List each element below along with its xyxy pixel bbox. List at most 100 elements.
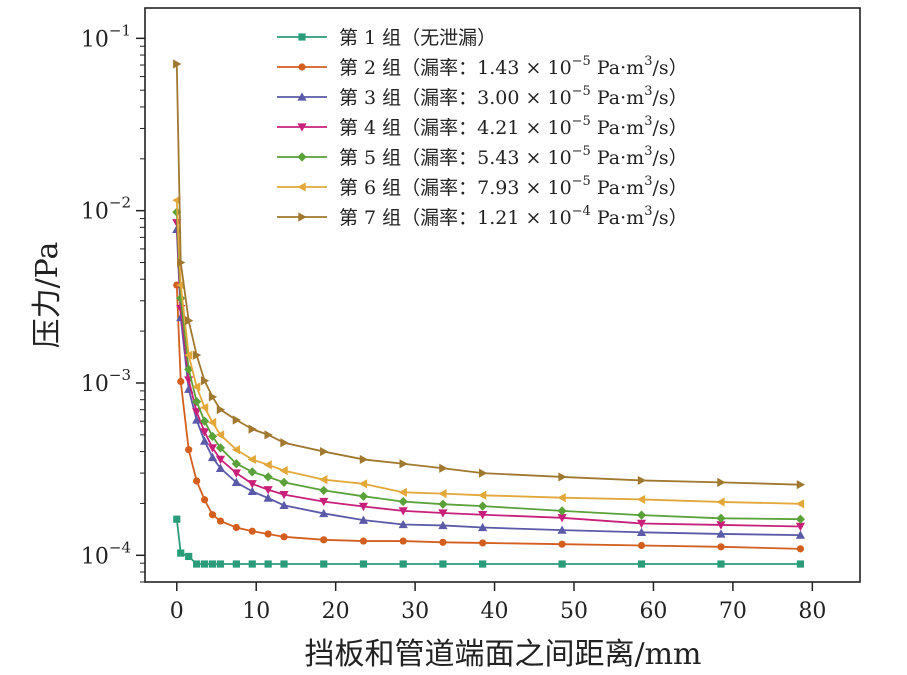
data-point-s1-8 [248, 560, 256, 568]
data-point-s2-5 [208, 511, 217, 519]
data-point-s7-7 [232, 415, 241, 425]
legend-marker-1 [298, 33, 306, 41]
data-point-s1-0 [173, 515, 181, 523]
data-point-s7-18 [717, 477, 726, 487]
data-point-s5-10 [279, 477, 289, 487]
legend-item-5: 第 5 组（漏率：5.43 × 10−5 Pa·m3/s） [277, 144, 688, 169]
legend-marker-4 [297, 123, 307, 132]
legend-label-4: 第 4 组（漏率：4.21 × 10−5 Pa·m3/s） [339, 114, 688, 139]
data-point-s6-3 [192, 382, 201, 392]
data-point-s5-13 [398, 496, 408, 507]
legend-item-2: 第 2 组（漏率：1.43 × 10−5 Pa·m3/s） [277, 54, 688, 79]
data-point-s2-9 [264, 530, 272, 538]
plot-frame [144, 7, 861, 583]
data-point-s6-8 [247, 454, 256, 465]
series-4 [172, 219, 806, 532]
data-point-s7-16 [558, 472, 567, 482]
data-point-s2-14 [439, 538, 447, 546]
data-point-s7-8 [248, 424, 257, 434]
data-point-s6-15 [478, 490, 487, 500]
data-point-s3-13 [398, 519, 408, 529]
data-point-s1-12 [359, 560, 368, 568]
data-point-s3-17 [636, 527, 647, 536]
data-point-s4-13 [398, 507, 408, 516]
data-point-s1-9 [264, 560, 272, 568]
data-point-s6-18 [716, 497, 725, 507]
data-point-s2-11 [320, 536, 328, 544]
data-point-s1-3 [193, 560, 201, 568]
legend-label-7: 第 7 组（漏率：1.21 × 10−4 Pa·m3/s） [339, 204, 688, 229]
data-point-s2-13 [399, 537, 407, 545]
data-point-s2-1 [177, 377, 185, 386]
data-point-s5-3 [192, 396, 202, 407]
data-point-s4-18 [716, 521, 726, 530]
data-point-s6-2 [184, 350, 193, 360]
data-point-s2-7 [232, 523, 240, 532]
data-point-s5-19 [795, 514, 806, 524]
legend-marker-7 [298, 212, 307, 222]
data-point-s1-6 [216, 560, 225, 568]
data-point-s3-16 [557, 525, 567, 534]
series-6 [172, 195, 805, 509]
data-point-s4-16 [557, 514, 567, 523]
data-point-s6-1 [176, 280, 185, 290]
x-tick-label: 10 [242, 599, 270, 624]
data-point-s7-12 [359, 454, 369, 465]
data-point-s4-12 [358, 502, 369, 512]
data-point-s5-9 [263, 472, 273, 482]
data-point-s3-9 [263, 493, 273, 502]
data-point-s6-0 [172, 195, 181, 205]
data-point-s3-3 [192, 415, 202, 424]
legend-label-5: 第 5 组（漏率：5.43 × 10−5 Pa·m3/s） [339, 144, 688, 169]
data-point-s6-19 [795, 499, 805, 509]
legend-label-2: 第 2 组（漏率：1.43 × 10−5 Pa·m3/s） [339, 54, 688, 79]
data-point-s4-3 [192, 408, 202, 417]
data-point-s6-9 [263, 460, 272, 470]
data-point-s7-0 [173, 59, 182, 69]
data-point-s1-11 [320, 560, 328, 568]
data-point-s4-9 [263, 486, 273, 495]
data-point-s1-2 [185, 552, 193, 561]
data-point-s2-15 [479, 539, 487, 547]
data-point-s2-10 [280, 533, 288, 541]
y-axis-title: 压力/Pa [30, 241, 65, 348]
data-point-s5-16 [557, 506, 567, 516]
data-point-s7-11 [320, 446, 329, 457]
data-point-s5-7 [231, 459, 241, 469]
data-point-s1-5 [208, 560, 217, 568]
data-point-s2-19 [796, 545, 805, 553]
data-point-s6-6 [215, 430, 225, 440]
data-point-s2-2 [185, 446, 193, 454]
x-tick-label: 40 [481, 599, 509, 624]
legend-label-1: 第 1 组（无泄漏） [339, 27, 496, 49]
data-point-s1-19 [796, 560, 805, 568]
data-point-s3-18 [716, 529, 726, 538]
data-point-s5-6 [215, 443, 226, 453]
data-point-s3-7 [231, 477, 241, 487]
data-point-s4-8 [247, 480, 257, 489]
data-point-s6-13 [398, 487, 407, 497]
data-point-s1-14 [439, 560, 447, 568]
data-point-s7-2 [185, 316, 194, 326]
data-point-s2-6 [216, 517, 225, 525]
data-point-s4-5 [207, 444, 218, 453]
legend-label-6: 第 6 组（漏率：7.93 × 10−5 Pa·m3/s） [339, 174, 688, 199]
series-1 [173, 515, 805, 568]
data-point-s3-14 [438, 520, 448, 530]
data-point-s7-9 [264, 430, 273, 440]
data-point-s3-12 [358, 515, 369, 524]
data-point-s7-5 [208, 392, 218, 402]
legend-marker-5 [297, 152, 307, 162]
data-point-s3-8 [247, 486, 257, 496]
x-tick-label: 80 [798, 599, 826, 624]
data-point-s1-10 [280, 560, 288, 568]
data-point-s3-15 [478, 522, 488, 532]
data-point-s5-2 [184, 364, 194, 374]
series-line-7 [175, 63, 801, 486]
data-point-s1-16 [558, 560, 566, 568]
data-point-s2-17 [637, 541, 646, 550]
legend-item-6: 第 6 组（漏率：7.93 × 10−5 Pa·m3/s） [277, 174, 688, 199]
legend-marker-6 [297, 182, 306, 192]
data-point-s5-14 [438, 499, 448, 509]
